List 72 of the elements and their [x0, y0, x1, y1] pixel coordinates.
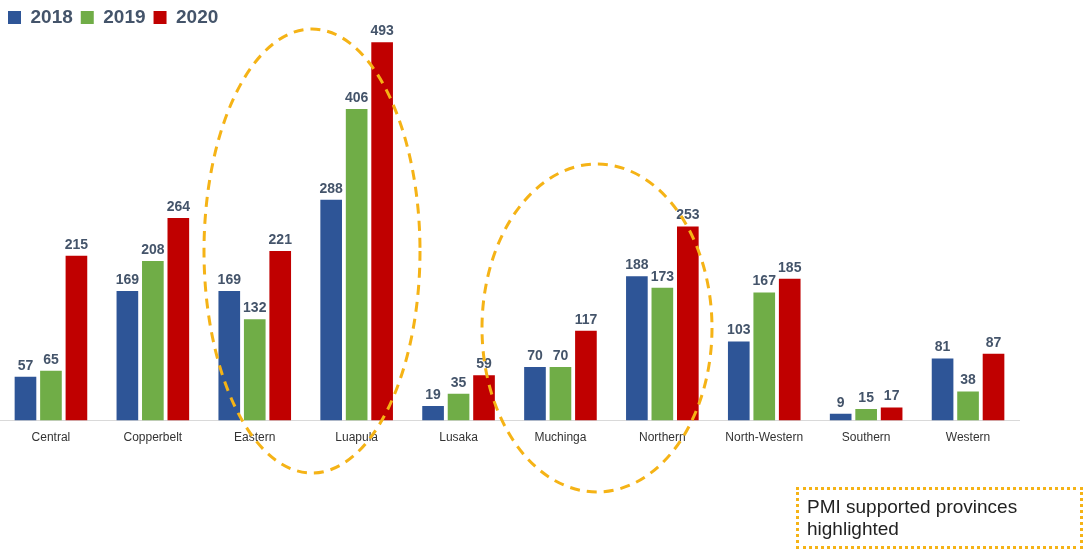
x-tick-label: Eastern	[234, 430, 276, 445]
text: PMI supported provinces highlighted	[796, 487, 1083, 549]
bar	[320, 199, 342, 421]
bar	[575, 330, 597, 421]
x-tick-label: Luapula	[335, 430, 379, 445]
data-label: 9	[836, 393, 845, 410]
data-label: 185	[778, 258, 802, 275]
data-label: 70	[552, 346, 569, 363]
x-tick-label: Central	[31, 430, 71, 445]
data-label: 59	[476, 355, 493, 372]
bar	[14, 376, 37, 421]
x-tick-label: Western	[945, 430, 991, 445]
bar	[651, 287, 674, 421]
data-label: 288	[319, 179, 344, 196]
data-label: 221	[268, 230, 293, 247]
data-label: 406	[344, 88, 369, 105]
data-label: 253	[676, 206, 700, 223]
bar	[677, 226, 699, 421]
data-label: 65	[43, 350, 59, 367]
bar	[753, 292, 776, 421]
data-label: 17	[883, 387, 900, 404]
bar	[447, 393, 470, 421]
bar	[65, 255, 88, 421]
data-label: 35	[450, 373, 467, 390]
x-tick-label: Copperbelt	[123, 430, 183, 445]
data-label: 132	[243, 299, 267, 316]
data-label: 117	[574, 310, 598, 327]
data-label: 167	[752, 272, 777, 289]
bar	[473, 375, 495, 421]
bar	[345, 109, 368, 421]
x-tick-label: Muchinga	[534, 430, 587, 445]
data-label: 188	[625, 256, 649, 273]
data-label: 169	[115, 270, 140, 287]
bar	[142, 261, 164, 421]
data-label: 87	[985, 333, 1002, 350]
data-label: 19	[425, 385, 442, 402]
data-label: 493	[370, 22, 395, 39]
bar	[167, 218, 190, 421]
bar	[855, 409, 877, 421]
x-tick-label: Northern	[639, 430, 686, 445]
x-tick-label: Lusaka	[439, 430, 479, 445]
x-tick-label: North-Western	[725, 430, 804, 445]
data-label: 103	[727, 321, 751, 338]
data-label: 15	[858, 388, 875, 405]
bar	[524, 366, 546, 421]
bar	[778, 278, 801, 421]
data-label: 38	[960, 371, 977, 388]
data-label: 70	[527, 346, 543, 363]
bar	[40, 370, 62, 421]
bar	[218, 290, 241, 421]
legend-label: 2020	[176, 5, 219, 27]
bar	[982, 353, 1005, 421]
bar	[957, 391, 979, 421]
bar	[116, 290, 139, 421]
data-label: 81	[934, 338, 951, 355]
bar	[931, 358, 954, 421]
data-label: 173	[650, 267, 675, 284]
bar	[727, 341, 750, 421]
data-label: 169	[217, 270, 242, 287]
bar	[626, 276, 648, 421]
bar	[269, 251, 292, 421]
data-label: 208	[141, 240, 165, 257]
legend-label: 2019	[103, 5, 146, 27]
x-tick-label: Southern	[841, 430, 891, 445]
bar	[549, 366, 572, 421]
bar	[243, 319, 266, 421]
bar	[422, 406, 444, 421]
data-label: 264	[166, 197, 191, 214]
data-label: 57	[17, 356, 34, 373]
data-label: 215	[64, 235, 89, 252]
bar	[371, 42, 393, 421]
legend-label: 2018	[30, 5, 73, 27]
